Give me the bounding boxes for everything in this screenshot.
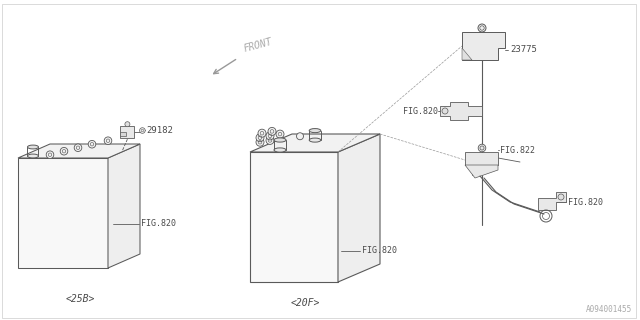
Circle shape xyxy=(276,130,284,138)
Circle shape xyxy=(558,194,564,200)
Polygon shape xyxy=(250,134,380,152)
Polygon shape xyxy=(440,102,482,120)
Polygon shape xyxy=(250,152,338,282)
Ellipse shape xyxy=(28,145,38,149)
Text: FIG.820: FIG.820 xyxy=(568,197,603,206)
Circle shape xyxy=(478,24,486,32)
Polygon shape xyxy=(462,48,472,60)
Circle shape xyxy=(88,140,96,148)
Circle shape xyxy=(478,144,486,152)
Text: FIG.822: FIG.822 xyxy=(500,146,535,155)
Text: FIG.820: FIG.820 xyxy=(141,220,176,228)
Circle shape xyxy=(60,148,68,155)
Polygon shape xyxy=(18,158,108,268)
Text: FIG.820: FIG.820 xyxy=(362,246,397,255)
Circle shape xyxy=(266,132,274,140)
Ellipse shape xyxy=(28,154,38,158)
Ellipse shape xyxy=(309,138,321,142)
Ellipse shape xyxy=(274,138,286,142)
Text: A094001455: A094001455 xyxy=(586,305,632,314)
Polygon shape xyxy=(465,165,498,178)
Polygon shape xyxy=(108,144,140,268)
Polygon shape xyxy=(538,192,566,210)
Circle shape xyxy=(296,133,303,140)
Ellipse shape xyxy=(274,148,286,152)
Text: FRONT: FRONT xyxy=(242,37,273,54)
Text: <25B>: <25B> xyxy=(65,294,95,304)
Circle shape xyxy=(266,136,274,144)
Circle shape xyxy=(140,128,145,133)
Circle shape xyxy=(256,138,264,146)
Polygon shape xyxy=(120,126,134,138)
Circle shape xyxy=(268,127,276,135)
Circle shape xyxy=(74,144,82,152)
Polygon shape xyxy=(465,152,498,165)
Text: 29182: 29182 xyxy=(147,126,173,135)
Text: 23775: 23775 xyxy=(510,45,537,54)
Circle shape xyxy=(442,108,448,114)
Polygon shape xyxy=(18,144,140,158)
Polygon shape xyxy=(462,32,505,60)
Ellipse shape xyxy=(309,129,321,132)
Text: <20F>: <20F> xyxy=(291,298,320,308)
Circle shape xyxy=(104,137,112,145)
Text: FIG.820: FIG.820 xyxy=(403,107,438,116)
Circle shape xyxy=(125,122,130,127)
Circle shape xyxy=(258,129,266,137)
Polygon shape xyxy=(120,132,127,136)
Circle shape xyxy=(46,151,54,158)
Circle shape xyxy=(256,134,264,142)
Polygon shape xyxy=(338,134,380,282)
